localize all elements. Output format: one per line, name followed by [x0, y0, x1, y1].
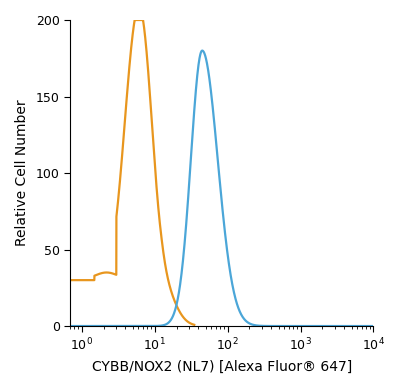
Y-axis label: Relative Cell Number: Relative Cell Number	[15, 100, 29, 246]
X-axis label: CYBB/NOX2 (NL7) [Alexa Fluor® 647]: CYBB/NOX2 (NL7) [Alexa Fluor® 647]	[92, 360, 352, 374]
